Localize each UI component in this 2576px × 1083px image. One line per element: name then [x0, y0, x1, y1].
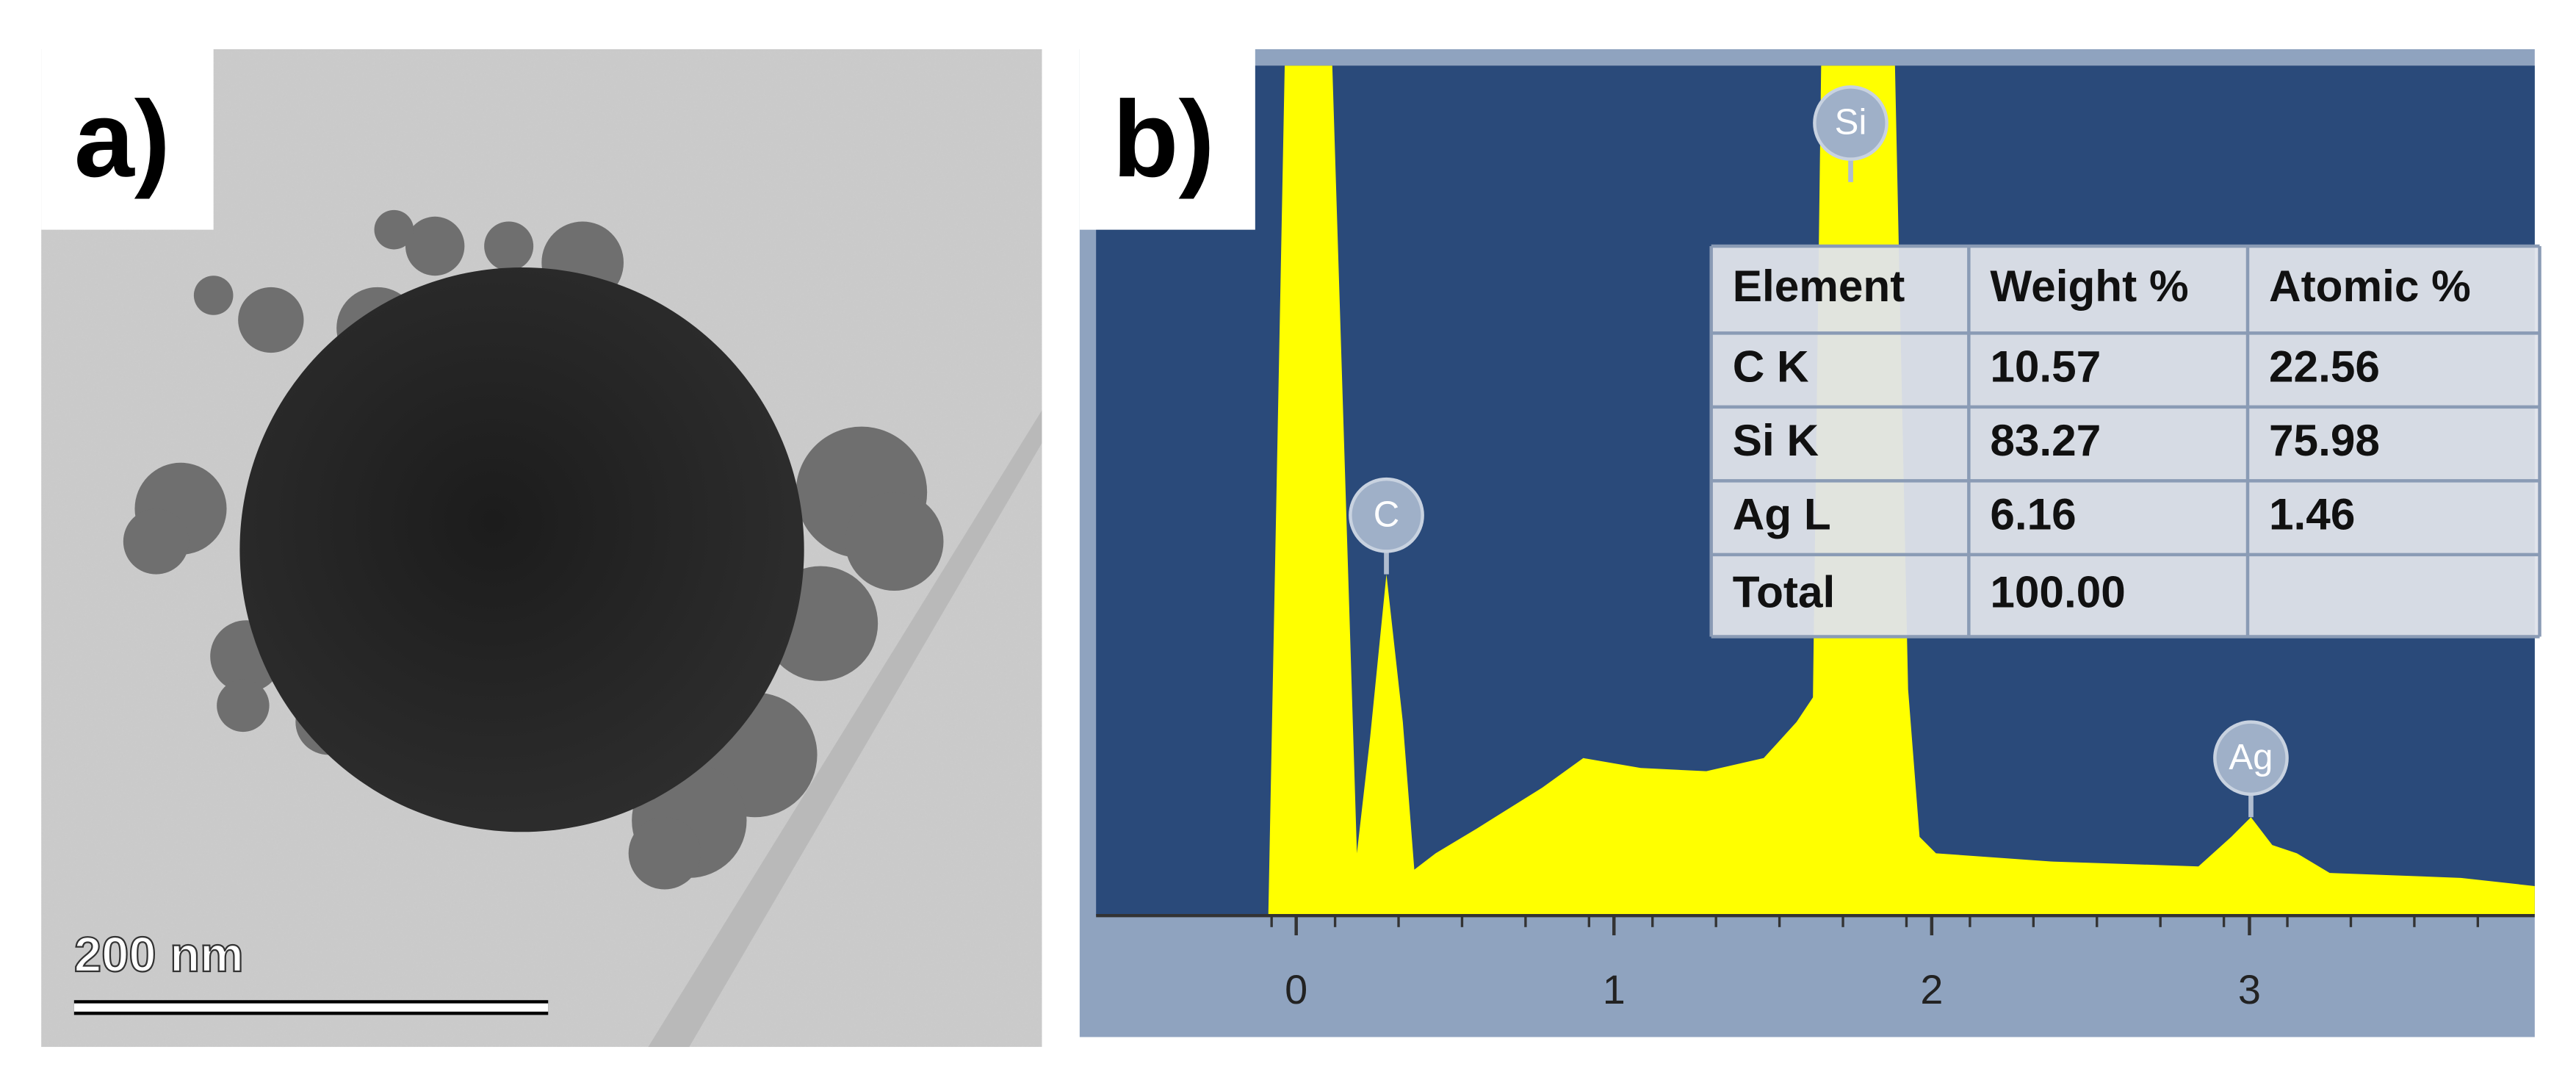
table-cell: 1.46: [2269, 489, 2355, 539]
table-cell: 22.56: [2269, 342, 2380, 392]
panel-label: b): [1113, 79, 1215, 200]
table-cell: 10.57: [1990, 342, 2101, 392]
table-cell: 83.27: [1990, 415, 2101, 465]
scale-bar-label: 200 nm: [74, 927, 244, 982]
eds-spectrum: 0 1 2 3 C Si Ag Element Weight % Atomic % C K 10.…: [1079, 49, 2541, 1037]
x-tick-label: 3: [2238, 966, 2261, 1012]
x-tick-label: 0: [1285, 966, 1307, 1012]
table-cell: 100.00: [1990, 567, 2125, 617]
peak-badge: [1349, 477, 1424, 553]
peak-badge: [2213, 720, 2289, 796]
x-tick-label: 1: [1603, 966, 1626, 1012]
table-background: [1711, 246, 2540, 637]
table-cell: Total: [1733, 567, 1836, 617]
tem-image: 200 nm a): [41, 49, 1042, 1047]
table-cell: Ag L: [1733, 489, 1831, 539]
table-cell: 6.16: [1990, 489, 2076, 539]
peak-label: Ag: [2229, 738, 2273, 777]
table-cell: 75.98: [2269, 415, 2380, 465]
x-tick-label: 2: [1920, 966, 1943, 1012]
panel-label: a): [74, 79, 170, 200]
peak-label: Si: [1835, 103, 1867, 143]
table-header: Atomic %: [2269, 261, 2471, 311]
peak-label: C: [1374, 494, 1399, 534]
table-cell: Si K: [1733, 415, 1819, 465]
table-header: Element: [1733, 261, 1905, 311]
peak-badge: [1813, 85, 1888, 161]
table-header: Weight %: [1990, 261, 2188, 311]
table-cell: C K: [1733, 342, 1809, 392]
